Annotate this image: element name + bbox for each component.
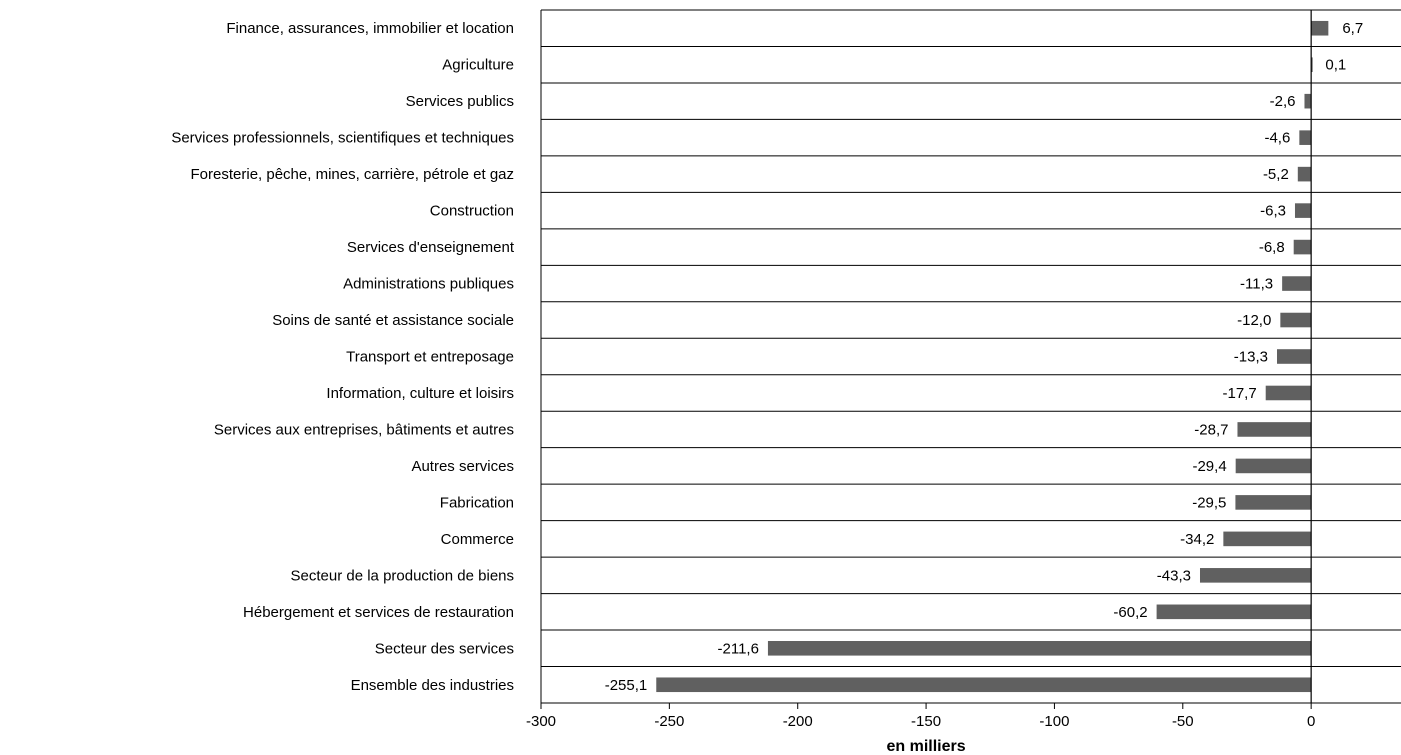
category-label: Finance, assurances, immobilier et locat…	[226, 20, 514, 37]
bar	[1265, 385, 1312, 401]
bar	[1199, 568, 1312, 583]
x-tick-label: -50	[1172, 713, 1194, 730]
bar	[1299, 130, 1312, 145]
bar	[1237, 422, 1312, 437]
data-label: -211,6	[718, 640, 759, 657]
x-tick-label: -200	[783, 713, 813, 730]
bars	[656, 20, 1329, 693]
category-label: Foresterie, pêche, mines, carrière, pétr…	[191, 166, 514, 183]
x-tick-label: -250	[654, 713, 684, 730]
category-label: Services professionnels, scientifiques e…	[171, 130, 514, 147]
category-label: Secteur des services	[375, 640, 514, 657]
data-label: 0,1	[1325, 57, 1346, 74]
axes	[540, 10, 1401, 709]
category-label: Agriculture	[442, 57, 514, 74]
data-label: -6,3	[1260, 203, 1286, 220]
x-axis-title: en milliers	[886, 738, 965, 755]
data-label: -2,6	[1270, 93, 1296, 110]
category-label: Ensemble des industries	[351, 677, 514, 694]
data-label: -60,2	[1113, 604, 1147, 621]
category-label: Services publics	[406, 93, 514, 110]
data-label: -29,5	[1192, 494, 1226, 511]
data-label: -29,4	[1192, 458, 1226, 475]
bar	[1294, 203, 1312, 218]
category-gridlines	[541, 9, 1401, 704]
data-label: -255,1	[605, 677, 648, 694]
data-label: -13,3	[1234, 349, 1268, 366]
data-label: 6,7	[1342, 20, 1363, 37]
category-label: Services aux entreprises, bâtiments et a…	[214, 421, 514, 438]
category-label: Secteur de la production de biens	[291, 567, 514, 584]
bar	[1282, 276, 1312, 291]
bar	[1235, 458, 1312, 474]
labels: Finance, assurances, immobilier et locat…	[171, 20, 1363, 730]
bar	[1311, 57, 1313, 73]
bar	[1304, 93, 1312, 109]
data-label: -5,2	[1263, 166, 1289, 183]
bar	[1311, 20, 1329, 36]
data-label: -28,7	[1194, 421, 1228, 438]
x-tick-label: -300	[526, 713, 556, 730]
data-label: -6,8	[1259, 239, 1285, 256]
x-tick-label: 0	[1307, 713, 1315, 730]
category-label: Commerce	[441, 531, 514, 548]
category-label: Administrations publiques	[343, 276, 514, 293]
bar	[1223, 531, 1312, 547]
bar	[1280, 312, 1312, 328]
category-label: Information, culture et loisirs	[326, 385, 514, 402]
data-label: -17,7	[1223, 385, 1257, 402]
bar	[1297, 166, 1312, 182]
data-label: -43,3	[1157, 567, 1191, 584]
category-label: Autres services	[411, 458, 514, 475]
category-label: Hébergement et services de restauration	[243, 604, 514, 621]
data-label: -11,3	[1240, 276, 1273, 293]
data-label: -12,0	[1237, 312, 1271, 329]
bar	[656, 677, 1312, 693]
category-label: Transport et entreposage	[346, 349, 514, 366]
data-label: -34,2	[1180, 531, 1214, 548]
bar	[767, 640, 1312, 656]
bar	[1293, 239, 1312, 255]
category-label: Construction	[430, 203, 514, 220]
data-label: -4,6	[1264, 130, 1290, 147]
bar	[1156, 604, 1312, 620]
x-tick-label: -100	[1039, 713, 1069, 730]
category-label: Services d'enseignement	[347, 239, 515, 256]
bar	[1277, 349, 1312, 364]
category-label: Soins de santé et assistance sociale	[272, 312, 514, 329]
category-label: Fabrication	[440, 494, 514, 511]
bar	[1235, 495, 1312, 510]
x-tick-label: -150	[911, 713, 941, 730]
